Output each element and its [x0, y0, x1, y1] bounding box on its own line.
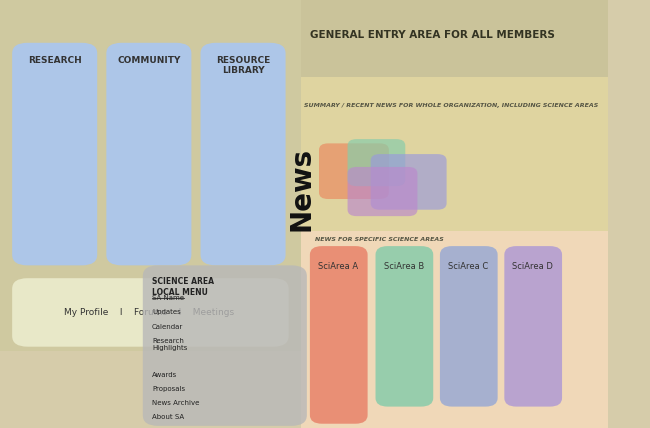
Text: SciArea B: SciArea B [384, 262, 424, 271]
FancyBboxPatch shape [370, 154, 447, 210]
Text: RESEARCH: RESEARCH [28, 56, 81, 65]
FancyBboxPatch shape [310, 246, 368, 424]
Text: Awards: Awards [152, 372, 177, 378]
Text: Proposals: Proposals [152, 386, 185, 392]
FancyBboxPatch shape [440, 246, 498, 407]
Text: GENERAL ENTRY AREA FOR ALL MEMBERS: GENERAL ENTRY AREA FOR ALL MEMBERS [310, 30, 554, 40]
Text: Research
Highlights: Research Highlights [152, 338, 187, 351]
FancyBboxPatch shape [348, 139, 406, 186]
Text: My Profile    I    Forums    I    Meetings: My Profile I Forums I Meetings [64, 308, 234, 317]
FancyBboxPatch shape [504, 246, 562, 407]
FancyBboxPatch shape [12, 43, 98, 265]
FancyBboxPatch shape [143, 265, 307, 426]
Text: SciArea C: SciArea C [448, 262, 489, 271]
FancyBboxPatch shape [12, 278, 289, 347]
Text: About SA: About SA [152, 414, 184, 420]
Text: SA Name: SA Name [152, 295, 184, 301]
FancyBboxPatch shape [348, 167, 417, 216]
Bar [301, 77, 608, 351]
Text: SciArea D: SciArea D [512, 262, 553, 271]
FancyBboxPatch shape [319, 143, 389, 199]
Text: SciArea A: SciArea A [318, 262, 359, 271]
FancyBboxPatch shape [200, 43, 285, 265]
Bar [0, 0, 301, 351]
Text: COMMUNITY: COMMUNITY [117, 56, 181, 65]
Text: SUMMARY / RECENT NEWS FOR WHOLE ORGANIZATION, INCLUDING SCIENCE AREAS: SUMMARY / RECENT NEWS FOR WHOLE ORGANIZA… [304, 103, 598, 108]
FancyBboxPatch shape [376, 246, 434, 407]
Text: News Archive: News Archive [152, 400, 200, 406]
Text: RESOURCE
LIBRARY: RESOURCE LIBRARY [216, 56, 270, 75]
Text: News: News [288, 147, 316, 231]
Text: SCIENCE AREA
LOCAL MENU: SCIENCE AREA LOCAL MENU [152, 277, 214, 297]
Text: Updates: Updates [152, 309, 181, 315]
Bar [301, 0, 608, 351]
Bar [301, 231, 608, 428]
FancyBboxPatch shape [107, 43, 191, 265]
Text: NEWS FOR SPECIFIC SCIENCE AREAS: NEWS FOR SPECIFIC SCIENCE AREAS [315, 237, 444, 242]
Text: Calendar: Calendar [152, 324, 183, 330]
